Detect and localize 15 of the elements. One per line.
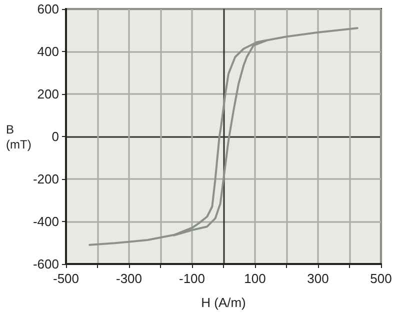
y-tick-label: -400: [32, 214, 59, 229]
x-tick-label: 500: [370, 271, 392, 286]
x-tick-label: -100: [178, 271, 206, 286]
x-axis-title: H (A/m): [201, 295, 246, 310]
x-tick-label: 100: [244, 271, 266, 286]
y-axis-title: B (mT): [6, 122, 32, 152]
x-tick-label: -500: [52, 271, 80, 286]
y-tick-label: 0: [52, 129, 59, 144]
x-tick-label: -300: [116, 271, 142, 286]
y-tick-label: 200: [37, 86, 59, 102]
x-tick-label: 300: [307, 271, 329, 286]
y-tick-label: 600: [37, 2, 59, 16]
y-tick-label: -200: [32, 172, 59, 186]
y-tick-label: 400: [37, 44, 59, 59]
y-tick-label: -600: [32, 256, 59, 272]
